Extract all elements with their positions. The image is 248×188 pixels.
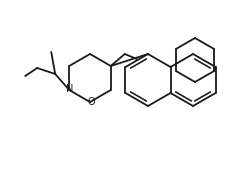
Text: N: N (65, 84, 73, 94)
Text: O: O (87, 97, 95, 107)
